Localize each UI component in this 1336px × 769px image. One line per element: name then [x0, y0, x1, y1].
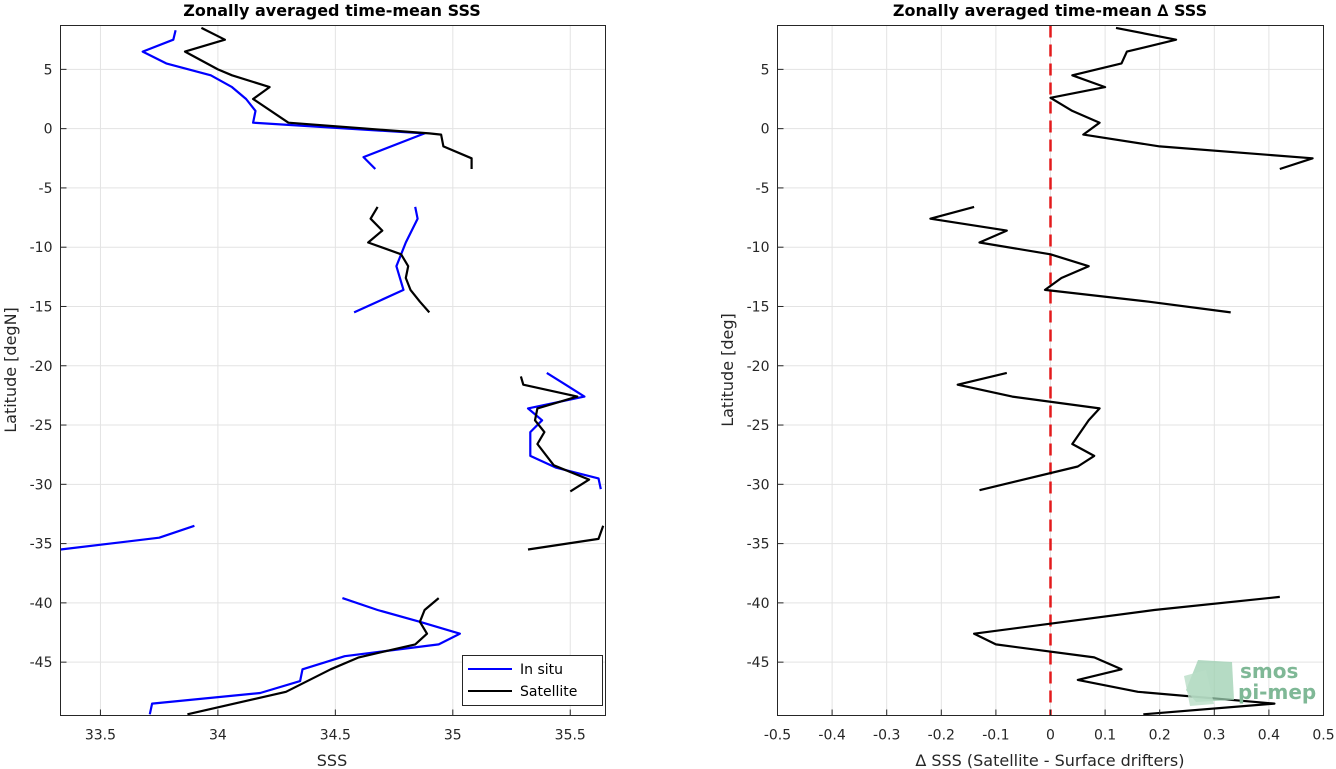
delta-title: Zonally averaged time-mean ∆ SSS	[893, 1, 1207, 20]
delta-xtick-label: -0.2	[928, 728, 955, 744]
delta-ytick-label: -5	[756, 181, 770, 197]
sss-xlabel: SSS	[317, 751, 347, 769]
sss-series-0-segment-0	[141, 29, 426, 170]
delta-xtick-label: 0.3	[1203, 728, 1225, 744]
delta-ytick-label: -10	[747, 240, 770, 256]
delta-ytick-label: -15	[747, 299, 770, 315]
delta-xtick-label: 0.5	[1312, 728, 1334, 744]
sss-ytick-label: -5	[39, 181, 53, 197]
delta-ytick-label: -30	[747, 477, 770, 493]
delta-series-0-segment-0	[1049, 26, 1314, 171]
sss-panel: 33.5 34 34.5 35 35.5 5 0 -5 -10 -15 -20 -25 -30 -35 -4…	[1, 1, 606, 769]
legend-label-satellite: Satellite	[520, 684, 577, 700]
sss-ytick-label: -40	[30, 596, 53, 612]
sss-series-1-segment-4	[187, 597, 440, 716]
sss-ytick-label: -10	[30, 240, 53, 256]
delta-xtick-label: 0.4	[1258, 728, 1280, 744]
delta-ytick-label: 0	[761, 122, 770, 138]
sss-ytick-label: 5	[44, 62, 53, 78]
delta-ytick-label: -45	[747, 655, 770, 671]
sss-grid	[60, 25, 606, 716]
sss-series-0-segment-1	[353, 206, 419, 314]
delta-series-0-segment-1	[929, 205, 1231, 314]
smos-pi-mep-logo: smos pi-mep	[1184, 659, 1316, 706]
sss-ytick-label: -20	[30, 359, 53, 375]
logo-text-smos: smos	[1240, 659, 1298, 683]
sss-ylabel: Latitude [degN]	[1, 307, 20, 433]
sss-lines	[60, 26, 605, 716]
delta-ytick-label: -20	[747, 359, 770, 375]
sss-xtick-label: 34	[209, 728, 227, 744]
sss-xtick-label: 35.5	[555, 728, 586, 744]
delta-xtick-label: 0.1	[1094, 728, 1116, 744]
delta-xtick-label: -0.5	[764, 728, 791, 744]
sss-title: Zonally averaged time-mean SSS	[183, 1, 481, 20]
sss-xtick-label: 33.5	[85, 728, 116, 744]
sss-ytick-label: -30	[30, 477, 53, 493]
sss-series-0-segment-2	[526, 371, 602, 490]
sss-ytick-label: -25	[30, 418, 53, 434]
delta-ticks: -0.5 -0.4 -0.3 -0.2 -0.1 0 0.1 0.2 0.3 0.4 0.5 5 0 -5…	[747, 62, 1335, 743]
delta-ytick-label: -25	[747, 418, 770, 434]
sss-series-0-segment-4	[148, 597, 461, 715]
sss-xtick-label: 35	[444, 728, 462, 744]
sss-series-1-segment-3	[527, 525, 605, 551]
legend-label-in-situ: In situ	[520, 662, 563, 678]
sss-series-1-segment-2	[519, 376, 591, 493]
delta-xtick-label: -0.4	[818, 728, 845, 744]
delta-series-0-segment-2	[956, 371, 1101, 492]
delta-xtick-label: -0.3	[873, 728, 900, 744]
sss-xtick-label: 34.5	[320, 728, 351, 744]
logo-text-pi-mep: pi-mep	[1238, 680, 1316, 704]
sss-series-0-segment-3	[60, 524, 195, 551]
delta-ytick-label: 5	[761, 62, 770, 78]
delta-xtick-label: 0	[1046, 728, 1055, 744]
sss-ytick-label: 0	[44, 122, 53, 138]
sss-ytick-label: -45	[30, 655, 53, 671]
sss-ticks: 33.5 34 34.5 35 35.5 5 0 -5 -10 -15 -20 -25 -30 -35 -4…	[30, 62, 586, 743]
delta-xtick-label: 0.2	[1149, 728, 1171, 744]
delta-ylabel: Latitude [deg]	[718, 313, 737, 427]
delta-ytick-label: -40	[747, 596, 770, 612]
sss-ytick-label: -15	[30, 299, 53, 315]
delta-xlabel: ∆ SSS (Satellite - Surface drifters)	[915, 751, 1185, 769]
legend: In situ Satellite	[462, 655, 603, 706]
legend-box	[462, 655, 603, 706]
sss-series-1-segment-0	[183, 26, 473, 169]
delta-xtick-label: -0.1	[982, 728, 1009, 744]
delta-lines	[929, 26, 1314, 716]
sss-ytick-label: -35	[30, 537, 53, 553]
logo-leaf-icon-2	[1184, 670, 1214, 706]
sss-axes-box	[60, 25, 606, 716]
sss-series-1-segment-1	[367, 206, 431, 314]
delta-series-0-segment-3	[972, 595, 1280, 716]
delta-sss-panel: -0.5 -0.4 -0.3 -0.2 -0.1 0 0.1 0.2 0.3 0.4 0.5 5 0 -5…	[718, 1, 1335, 769]
delta-ytick-label: -35	[747, 537, 770, 553]
